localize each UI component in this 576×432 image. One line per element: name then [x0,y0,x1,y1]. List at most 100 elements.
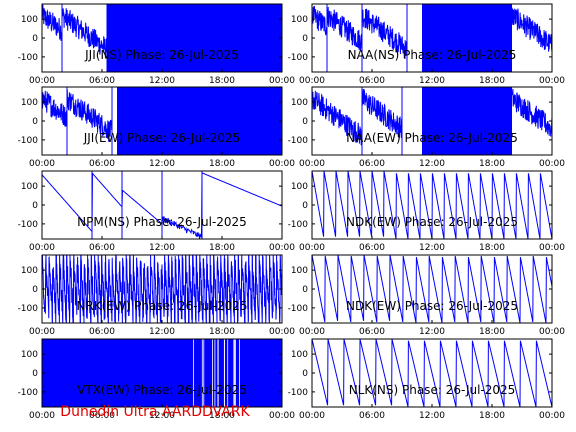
x-tick-label: 00:00 [539,411,565,421]
trace-group [312,339,552,407]
x-tick-label: 00:00 [29,411,55,421]
x-tick-label: 18:00 [479,76,505,86]
y-tick-label: 0 [302,117,308,127]
y-tick-label: -100 [18,304,39,314]
x-tick-label: 00:00 [299,243,325,253]
y-tick-label: 0 [302,201,308,211]
x-tick-label: 12:00 [419,76,445,86]
x-tick-label: 18:00 [209,76,235,86]
y-tick-label: -100 [18,388,39,398]
y-tick-label: 0 [32,285,38,295]
x-tick-label: 00:00 [539,243,565,253]
x-tick-label: 06:00 [359,243,385,253]
saturated-block [422,87,512,155]
phase-series-line [312,171,552,239]
trace-group [42,255,282,323]
y-tick-label: -100 [18,136,39,146]
panel-title: JJI(EW) Phase: 26-Jul-2025 [83,131,241,145]
x-tick-label: 06:00 [359,76,385,86]
x-tick-label: 00:00 [299,327,325,337]
x-tick-label: 00:00 [539,76,565,86]
phase-series-line [312,88,552,146]
x-tick-label: 12:00 [149,327,175,337]
phase-series-line [42,89,113,143]
trace-group [42,4,282,72]
phase-series-line [42,172,282,239]
x-tick-label: 06:00 [89,76,115,86]
phase-panel: 100 0 -100 00:00 06:00 12:00 18:00 00:00 NRK(EW)… [18,254,295,337]
panel-title: NDK(EW) Phase: 26-Jul-2025 [346,299,518,313]
trace-group [42,87,282,155]
trace-group [312,171,552,239]
phase-panel: 100 0 -100 00:00 06:00 12:00 18:00 00:00 NDK(EW)… [288,170,565,253]
x-tick-label: 18:00 [209,411,235,421]
x-tick-label: 00:00 [299,159,325,169]
x-tick-label: 06:00 [89,243,115,253]
x-tick-label: 00:00 [269,327,295,337]
x-tick-label: 12:00 [419,327,445,337]
x-tick-label: 00:00 [539,159,565,169]
saturated-block [107,4,282,72]
phase-series-line [42,4,108,59]
x-tick-label: 00:00 [299,76,325,86]
x-tick-label: 06:00 [89,327,115,337]
x-tick-label: 12:00 [419,159,445,169]
panel-title: NAA(EW) Phase: 26-Jul-2025 [346,131,518,145]
saturated-block [117,87,282,155]
x-tick-label: 18:00 [209,243,235,253]
phase-panel: 100 0 -100 00:00 06:00 12:00 18:00 00:00 NLK(NS)… [288,338,565,421]
phase-panel: 100 0 -100 00:00 06:00 12:00 18:00 00:00 NPM(NS)… [18,170,295,253]
trace-group [312,4,552,72]
x-tick-label: 00:00 [29,243,55,253]
y-tick-label: -100 [288,136,309,146]
phase-panel: 100 0 -100 00:00 06:00 12:00 18:00 00:00 JJI(NS)… [18,3,295,86]
phase-series-line [42,255,282,323]
panel-title: NLK(NS) Phase: 26-Jul-2025 [349,383,516,397]
footer-label: Dunedin Ultra AARDDVARK [60,404,250,420]
y-tick-label: -100 [18,53,39,63]
x-tick-label: 18:00 [479,327,505,337]
x-tick-label: 06:00 [359,327,385,337]
y-tick-label: 100 [21,266,38,276]
y-tick-label: 0 [32,34,38,44]
x-tick-label: 12:00 [149,411,175,421]
x-tick-label: 00:00 [539,327,565,337]
panel-title: JJI(NS) Phase: 26-Jul-2025 [84,48,239,62]
y-tick-label: 100 [291,266,308,276]
phase-panel: 100 0 -100 00:00 06:00 12:00 18:00 00:00 NDK(EW)… [288,254,565,337]
x-tick-label: 00:00 [269,76,295,86]
x-tick-label: 00:00 [29,76,55,86]
y-tick-label: 0 [302,34,308,44]
phase-panel: 100 0 -100 00:00 06:00 12:00 18:00 00:00 JJI(EW)… [18,86,295,169]
x-tick-label: 12:00 [149,159,175,169]
x-tick-label: 18:00 [479,411,505,421]
trace-group [312,87,552,155]
x-tick-label: 00:00 [269,159,295,169]
y-tick-label: 100 [21,350,38,360]
phase-series-line [312,255,552,323]
phase-series-line [312,5,552,59]
x-tick-label: 06:00 [89,411,115,421]
y-tick-label: -100 [288,220,309,230]
x-tick-label: 18:00 [209,159,235,169]
y-tick-label: 100 [291,98,308,108]
panel-title: NRK(EW) Phase: 26-Jul-2025 [76,299,247,313]
y-tick-label: -100 [288,388,309,398]
saturated-block [422,4,512,72]
x-tick-label: 00:00 [29,327,55,337]
y-tick-label: -100 [18,220,39,230]
y-tick-label: 100 [291,350,308,360]
x-tick-label: 00:00 [269,411,295,421]
y-tick-label: 100 [291,182,308,192]
x-tick-label: 00:00 [269,243,295,253]
panel-title: NAA(NS) Phase: 26-Jul-2025 [348,48,517,62]
panel-title: NPM(NS) Phase: 26-Jul-2025 [77,215,247,229]
x-tick-label: 12:00 [419,243,445,253]
y-tick-label: 0 [32,117,38,127]
panel-title: NDK(EW) Phase: 26-Jul-2025 [346,215,518,229]
phase-panel: 100 0 -100 00:00 06:00 12:00 18:00 00:00 NAA(EW)… [288,86,565,169]
x-tick-label: 18:00 [479,243,505,253]
y-tick-label: 100 [21,98,38,108]
trace-group [312,255,552,323]
